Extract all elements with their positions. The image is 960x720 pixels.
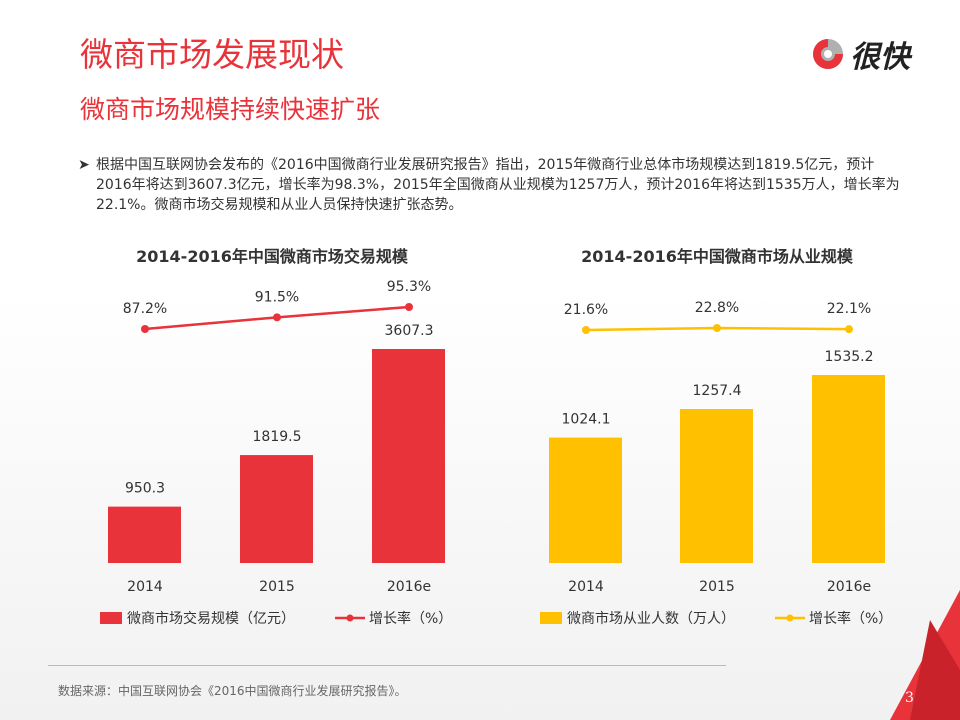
line-point [405, 303, 413, 311]
corner-decoration [890, 590, 960, 720]
chart-title: 2014-2016年中国微商市场交易规模 [136, 247, 409, 266]
line-point [141, 325, 149, 333]
x-tick-label: 2015 [699, 579, 735, 595]
bullet-arrow-icon: ➤ [78, 157, 90, 173]
x-tick-label: 2015 [259, 579, 295, 595]
x-tick-label: 2014 [568, 579, 604, 595]
footer-divider [48, 665, 726, 666]
chart-title: 2014-2016年中国微商市场从业规模 [581, 247, 854, 266]
x-tick-label: 2014 [127, 579, 163, 595]
line-point [713, 324, 721, 332]
legend-line-marker [786, 614, 794, 622]
legend-bar-label: 微商市场交易规模（亿元） [127, 610, 295, 627]
line-label: 91.5% [255, 289, 299, 305]
bar-label: 1257.4 [693, 383, 742, 399]
line-label: 95.3% [387, 279, 431, 295]
page-number: 3 [905, 690, 914, 706]
legend-line-marker [346, 614, 354, 622]
line-point [273, 313, 281, 322]
page-title: 微商市场发展现状 [80, 35, 344, 74]
bar-label: 1819.5 [253, 429, 302, 445]
source-note: 数据来源：中国互联网协会《2016中国微商行业发展研究报告》。 [58, 684, 407, 698]
bar [680, 409, 753, 563]
legend-bar-label: 微商市场从业人数（万人） [567, 610, 735, 627]
page-subtitle: 微商市场规模持续快速扩张 [80, 95, 381, 124]
bar-label: 3607.3 [385, 323, 434, 339]
line-label: 22.8% [695, 300, 739, 316]
legend-line-label: 增长率（%） [809, 610, 892, 627]
summary-text: 根据中国互联网协会发布的《2016中国微商行业发展研究报告》指出，2015年微商… [96, 157, 900, 213]
line-label: 87.2% [123, 301, 167, 317]
bar-label: 950.3 [125, 481, 165, 497]
logo: 很快 [813, 39, 913, 74]
line-label: 22.1% [827, 301, 871, 317]
legend-bar-swatch [540, 612, 562, 624]
line-point [845, 325, 853, 334]
legend-line-label: 增长率（%） [369, 610, 452, 627]
x-tick-label: 2016e [827, 579, 871, 595]
x-tick-label: 2016e [387, 579, 431, 595]
legend-bar-swatch [100, 612, 122, 624]
line-label: 21.6% [564, 302, 608, 318]
bar [372, 349, 445, 563]
line-point [582, 326, 590, 334]
bar-label: 1535.2 [825, 349, 874, 365]
bar [549, 437, 622, 563]
logo-text: 很快 [850, 40, 913, 74]
bar [108, 506, 181, 563]
bar [240, 455, 313, 563]
summary-paragraph: ➤ 根据中国互联网协会发布的《2016中国微商行业发展研究报告》指出，2015年… [78, 155, 908, 215]
bar-label: 1024.1 [562, 412, 611, 428]
bar [812, 375, 885, 563]
